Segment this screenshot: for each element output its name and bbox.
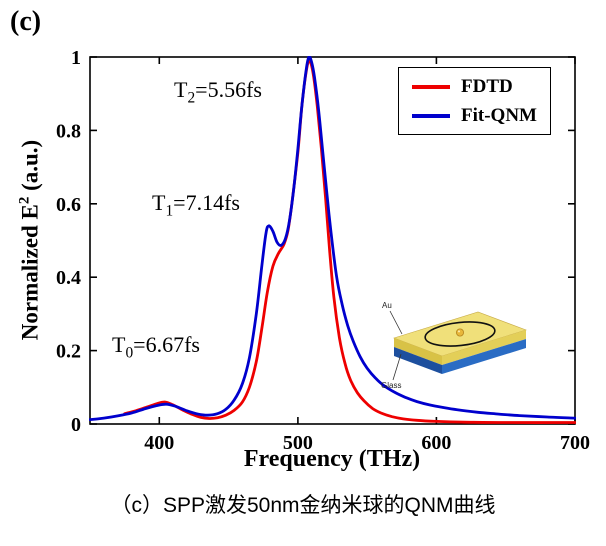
x-axis-label: Frequency (THz): [243, 446, 421, 472]
gold-slab-left-face: [394, 338, 442, 365]
legend-label-fdtd: FDTD: [461, 76, 513, 97]
y-tick-label: 1: [71, 47, 81, 69]
x-tick-label: 700: [560, 432, 590, 454]
figure-caption: （c）SPP激发50nm金纳米球的QNM曲线: [110, 494, 496, 517]
annotation-t1-value: =7.14fs: [173, 190, 240, 215]
series-Fit-QNM: [89, 56, 576, 421]
annotation-t2-symbol: T: [174, 77, 188, 102]
glass-label: Glass: [381, 381, 401, 390]
x-tick-label: 400: [144, 432, 174, 454]
gold-slab-front-face: [442, 330, 526, 365]
legend-label-fit-qnm: Fit-QNM: [461, 105, 537, 126]
legend-line-fit-qnm: [412, 113, 450, 118]
annotation-t1-symbol: T: [152, 190, 166, 215]
ring-groove: [424, 321, 496, 347]
annotation-t0-symbol: T: [112, 332, 126, 357]
annotation-t0-value: =6.67fs: [133, 332, 200, 357]
y-axis-label-text: Normalized E: [17, 204, 43, 341]
y-tick-label: 0.2: [56, 341, 81, 363]
axes-box: [89, 56, 576, 425]
glass-layer-left-face: [394, 347, 442, 374]
annotation-t2-subscript: 2: [187, 89, 196, 107]
y-tick-label: 0: [71, 414, 81, 436]
au-leader-line: [389, 310, 403, 335]
annotation-t1: T1=7.14fs: [152, 190, 240, 220]
nanosphere-highlight: [458, 330, 460, 333]
legend-line-fdtd: [412, 84, 450, 89]
glass-layer-front-face: [442, 339, 526, 374]
y-tick-label: 0.6: [56, 194, 81, 216]
annotation-t2: T2=5.56fs: [174, 77, 262, 107]
annotation-t1-subscript: 1: [165, 202, 174, 220]
panel-label: (c): [10, 6, 42, 37]
annotation-t0-subscript: 0: [125, 344, 134, 362]
legend: FDTD Fit-QNM: [398, 67, 551, 135]
legend-item-fdtd: FDTD: [412, 77, 537, 96]
y-axis-label-units: (a.u.): [17, 139, 43, 197]
y-axis-label-exponent: 2: [16, 196, 33, 205]
legend-item-fit-qnm: Fit-QNM: [412, 106, 537, 125]
glass-leader-line: [392, 353, 402, 381]
y-axis-label: Normalized E2 (a.u.): [17, 140, 44, 340]
annotation-t0: T0=6.67fs: [112, 332, 200, 362]
gold-nanosphere: [456, 328, 465, 337]
nanosphere-inset-schematic: Au Glass: [381, 301, 527, 390]
annotation-t2-value: =5.56fs: [195, 77, 262, 102]
x-tick-label: 600: [421, 432, 451, 454]
y-tick-label: 0.8: [56, 120, 81, 142]
x-tick-label: 500: [283, 432, 313, 454]
au-label: Au: [382, 301, 392, 310]
y-tick-label: 0.4: [56, 267, 81, 289]
